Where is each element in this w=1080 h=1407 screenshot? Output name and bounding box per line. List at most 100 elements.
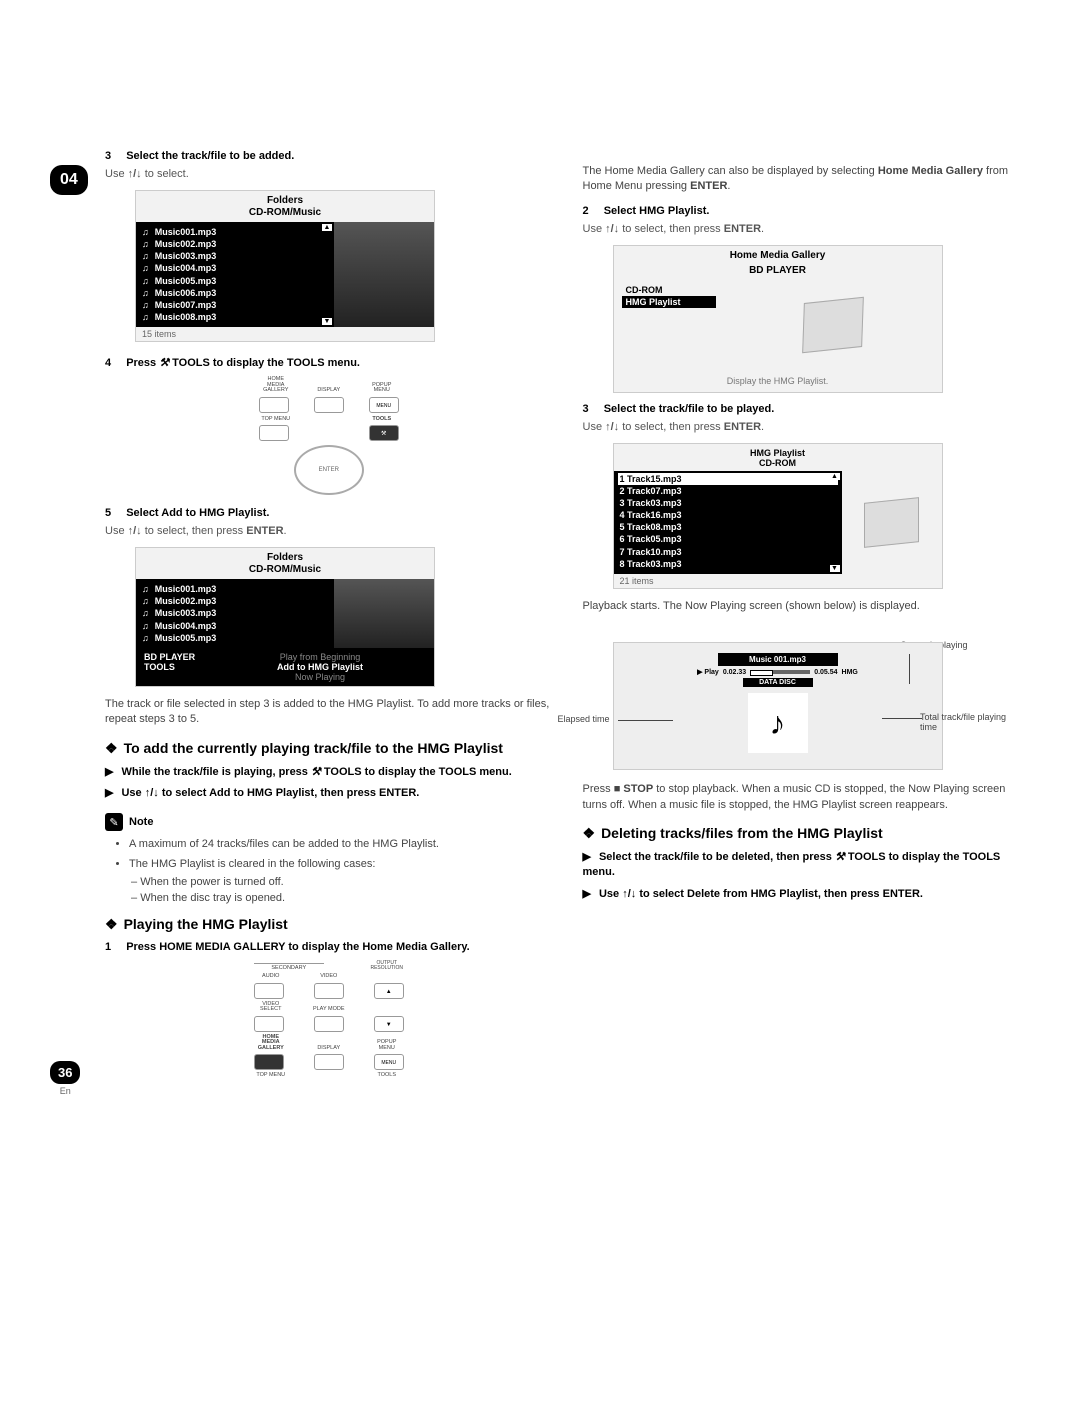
txt: When the disc tray is opened. (140, 892, 285, 904)
thumbnail-icon (864, 497, 919, 548)
step-title: Select the track/file to be added. (126, 150, 294, 162)
txt: TOOLS to display the TOOLS menu. (169, 357, 360, 369)
txt: . (761, 223, 764, 235)
txt: Select the track/file to be deleted, the… (599, 851, 835, 863)
step-num: 2 (583, 205, 589, 217)
list-item: Music005.mp3 (155, 632, 217, 644)
txt: Use (105, 525, 128, 537)
note-subitem: – When the disc tray is opened. (131, 892, 553, 904)
panel-body: ♫Music001.mp3 ♫Music002.mp3 ♫Music003.mp… (136, 579, 434, 648)
play-icon: ▶ Play (697, 668, 719, 676)
panel-caption: Display the HMG Playlist. (614, 370, 942, 392)
body-text: Playback starts. The Now Playing screen … (583, 599, 1031, 614)
btn-label: VIDEO SELECT (254, 1002, 288, 1013)
remote-diagram-2: SECONDARYOUTPUT RESOLUTION AUDIO VIDEO ▲… (254, 961, 404, 1079)
txt: SECONDARY (271, 965, 306, 971)
chapter-badge: 04 (50, 165, 88, 195)
callout-line (618, 720, 673, 721)
album-art: ♪ (748, 693, 808, 753)
heading-text: Deleting tracks/files from the HMG Playl… (601, 825, 883, 841)
page-number: 36 (50, 1061, 80, 1084)
note-item: The HMG Playlist is cleared in the follo… (129, 857, 553, 872)
playlist-panel: HMG Playlist CD-ROM ▲ 1 Track15.mp3 2 Tr… (613, 443, 943, 589)
list-item: Music007.mp3 (155, 299, 217, 311)
np-sub: DATA DISC (743, 678, 813, 687)
txt: When the power is turned off. (140, 876, 284, 888)
hmg-label: HMG (842, 669, 858, 676)
list-item-selected: 1 Track15.mp3 (618, 473, 838, 485)
panel-body: CD-ROM HMG Playlist (614, 280, 942, 370)
music-icon: ♫ (142, 287, 149, 299)
btn-label: PLAY MODE (312, 1007, 346, 1013)
pencil-icon: ✎ (105, 813, 123, 831)
txt: The Home Media Gallery can also be displ… (583, 165, 878, 177)
txt: Use (583, 223, 606, 235)
thumb-area (724, 280, 942, 370)
tools-button: ⚒ (369, 425, 399, 441)
txt: . (284, 525, 287, 537)
scroll-down-icon: ▼ (830, 565, 840, 572)
intro-text: The Home Media Gallery can also be displ… (583, 164, 1031, 195)
updown-icon: ↑/↓ (128, 168, 142, 180)
step-num: 3 (105, 150, 111, 162)
music-icon: ♫ (142, 262, 149, 274)
scroll-down-icon: ▼ (322, 318, 332, 325)
hmg-button (254, 1054, 284, 1070)
panel-body: ▲ ♫Music001.mp3 ♫Music002.mp3 ♫Music003.… (136, 222, 434, 327)
panel-subtitle: BD PLAYER (614, 265, 942, 280)
btn-label: TOP MENU (259, 417, 293, 423)
music-note-icon: ♪ (770, 705, 786, 742)
btn-label: DISPLAY (312, 388, 346, 394)
scroll-up-icon: ▲ (322, 224, 332, 231)
panel-title: Folders (136, 548, 434, 564)
tools-menu: BD PLAYER TOOLS Play from Beginning Add … (136, 648, 434, 686)
list-item: 5 Track08.mp3 (620, 521, 836, 533)
txt: Press (126, 357, 159, 369)
triangle-icon: ▶ (583, 851, 591, 863)
list-item: 7 Track10.mp3 (620, 546, 836, 558)
instruction: Use ↑/↓ to select, then press ENTER. (105, 525, 553, 537)
btn-label: AUDIO (254, 974, 288, 980)
callout-line (882, 718, 922, 719)
callout-total: Total track/file playing time (920, 712, 1010, 732)
list-item: Music001.mp3 (155, 226, 217, 238)
list-item: 3 Track03.mp3 (620, 497, 836, 509)
step-3r: 3 Select the track/file to be played. (583, 403, 1031, 415)
remote-button: MENU (374, 1054, 404, 1070)
remote-button (254, 1016, 284, 1032)
tools-icon: ⚒ (311, 766, 321, 778)
btn-label: TOOLS (370, 1073, 404, 1079)
bullet: ▶ Select the track/file to be deleted, th… (583, 850, 1031, 881)
list-item: 6 Track05.mp3 (620, 533, 836, 545)
progress-bar (750, 670, 810, 674)
step-num: 3 (583, 403, 589, 415)
now-playing-panel: Music 001.mp3 ▶ Play 0.02.33 0.05.54 HMG… (613, 642, 943, 770)
txt: ENTER (724, 421, 761, 433)
list-item: Music004.mp3 (155, 620, 217, 632)
preview-pane (334, 579, 434, 648)
btn-label: HOME MEDIA GALLERY (259, 377, 293, 394)
menu-item: Play from Beginning (214, 652, 426, 662)
txt: . (761, 421, 764, 433)
page: 04 3 Select the track/file to be added. … (0, 0, 1080, 1121)
panel-subtitle: CD-ROM (614, 458, 942, 471)
diamond-icon: ❖ (105, 740, 118, 757)
txt: to select, then press (619, 421, 724, 433)
step-3: 3 Select the track/file to be added. (105, 150, 553, 162)
txt: Press (583, 783, 614, 795)
list-item: Music004.mp3 (155, 262, 217, 274)
menu-list: CD-ROM HMG Playlist (614, 280, 724, 370)
btn-label: TOP MENU (254, 1073, 288, 1079)
txt: Use ↑/↓ to select Add to HMG Playlist, t… (121, 787, 419, 799)
panel-footer: 15 items (136, 327, 434, 341)
page-footer: 36 En (50, 1061, 80, 1096)
btn-label: POPUP MENU (370, 1040, 404, 1051)
btn-label: SECONDARY (254, 963, 324, 972)
updown-icon: ↑/↓ (605, 223, 619, 235)
overlay-hdr: BD PLAYER (144, 652, 214, 662)
list-item: Music006.mp3 (155, 287, 217, 299)
panel-title: Folders (136, 191, 434, 207)
diamond-icon: ❖ (105, 916, 118, 933)
folder-panel-tools: Folders CD-ROM/Music ♫Music001.mp3 ♫Musi… (135, 547, 435, 687)
tools-icon: ⚒ (159, 357, 169, 369)
